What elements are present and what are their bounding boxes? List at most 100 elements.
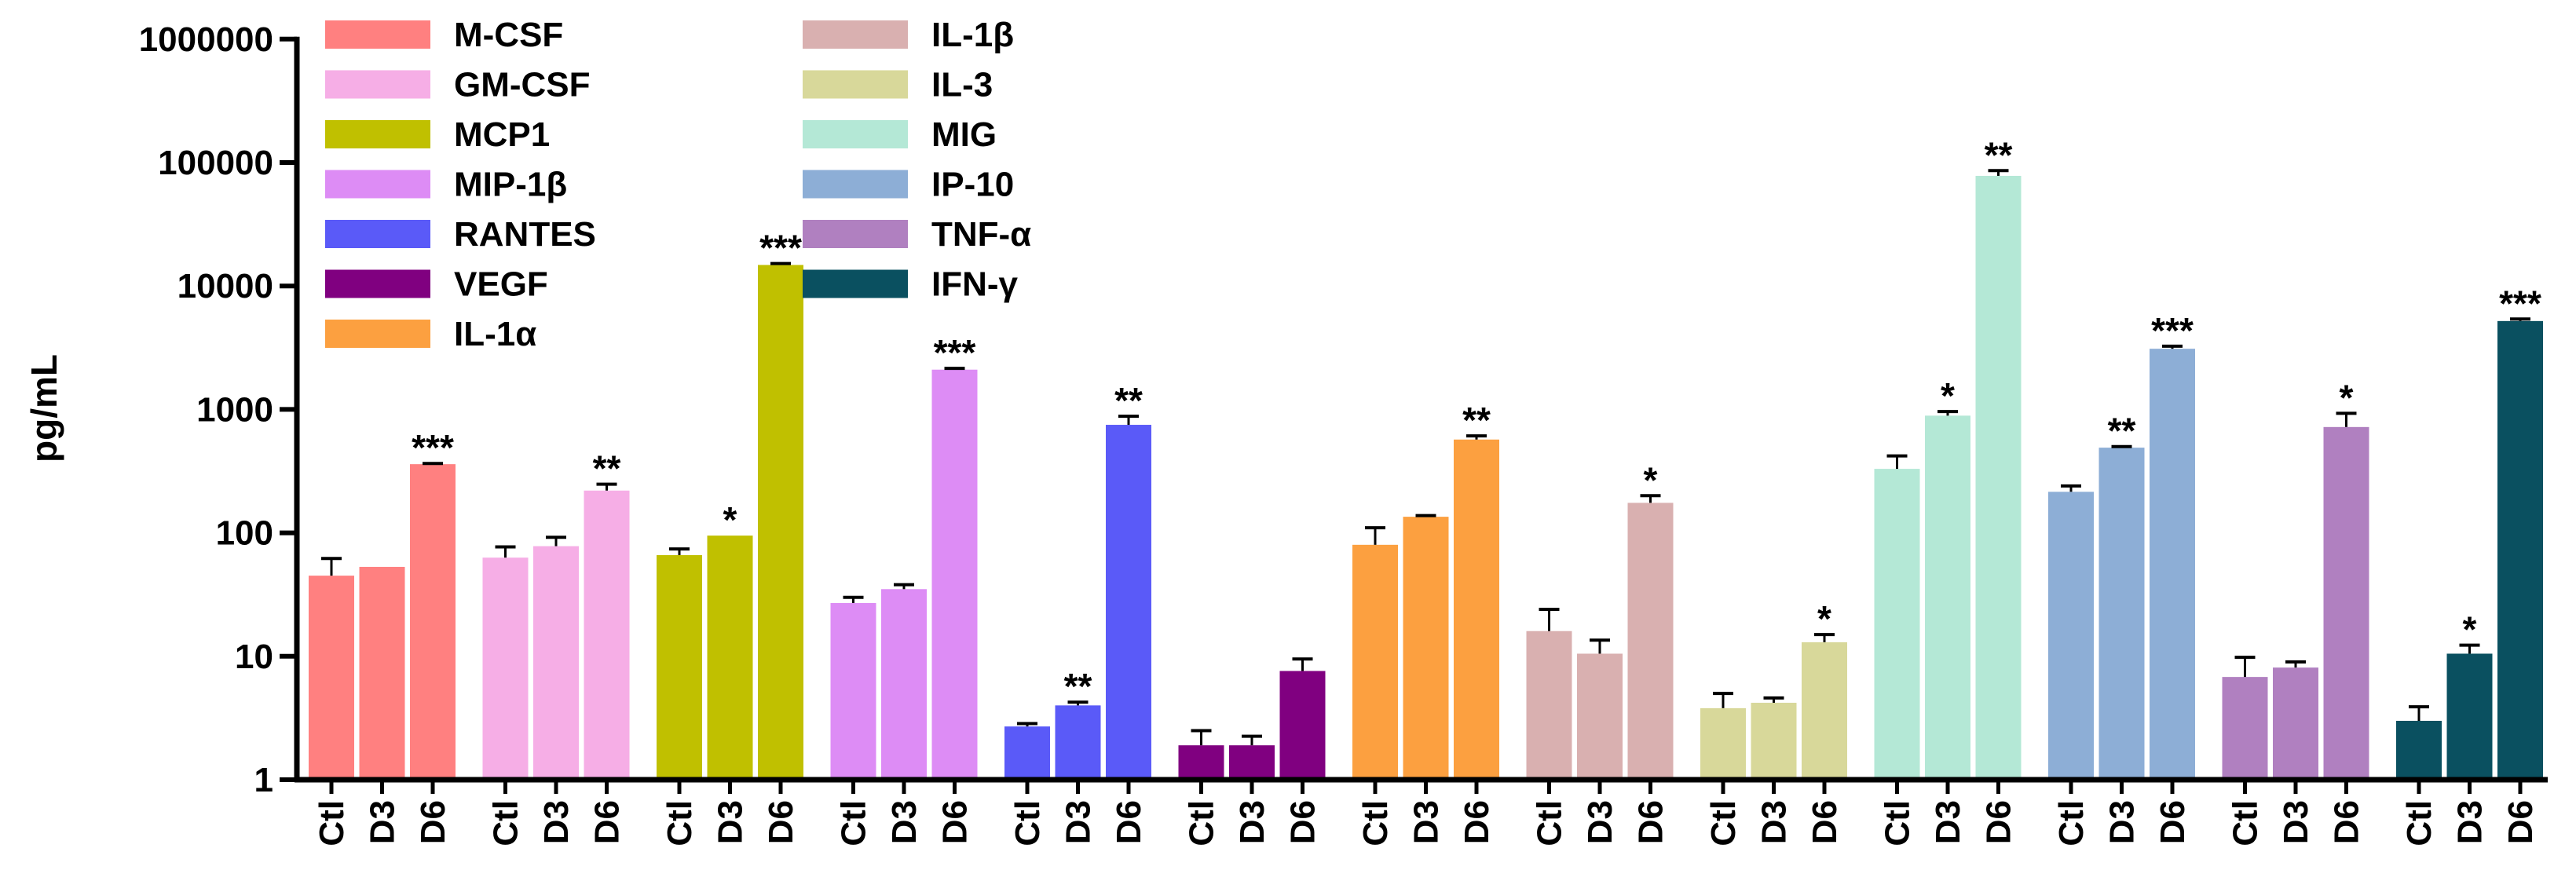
bar xyxy=(1403,517,1449,780)
legend-item: MIG xyxy=(803,115,997,154)
legend-swatch xyxy=(803,120,908,148)
x-tick-label: D3 xyxy=(1929,800,1967,844)
x-tick-label: D3 xyxy=(1581,800,1619,844)
bars-layer: **************** ***************** xyxy=(309,134,2543,780)
bar xyxy=(1526,631,1572,780)
legend-item: IP-10 xyxy=(803,166,1014,204)
legend-item: GM-CSF xyxy=(325,66,591,104)
significance-label: ** xyxy=(2108,411,2136,451)
legend-item: TNF-α xyxy=(803,215,1031,254)
bar-group-4: ** ** xyxy=(1004,380,1151,780)
significance-label: * xyxy=(1644,459,1658,500)
bar xyxy=(1004,726,1050,780)
legend-swatch xyxy=(803,220,908,248)
significance-label: ** xyxy=(1462,400,1491,441)
significance-label: ** xyxy=(1114,380,1143,421)
significance-label: *** xyxy=(412,427,454,468)
bar xyxy=(931,369,978,780)
bar-group-11: * xyxy=(2222,377,2369,780)
x-tick-label: D6 xyxy=(588,800,627,844)
y-tick-label: 100000 xyxy=(158,144,273,182)
bar xyxy=(1352,544,1398,780)
legend-item: IL-1β xyxy=(803,16,1014,54)
bar xyxy=(2396,720,2442,780)
significance-label: * xyxy=(723,499,737,540)
bar xyxy=(2222,677,2268,780)
bar xyxy=(657,554,702,780)
y-axis-label: pg/mL xyxy=(24,354,64,462)
bar xyxy=(533,546,579,780)
bar xyxy=(2273,667,2318,780)
bar-group-6: ** xyxy=(1352,400,1499,780)
x-tick-label: D3 xyxy=(2451,800,2490,844)
legend-label: MIP-1β xyxy=(454,166,567,204)
y-tick-label: 10000 xyxy=(177,267,273,305)
bar xyxy=(1106,425,1151,780)
x-tick-label: Ctl xyxy=(2400,800,2439,846)
bar xyxy=(2098,448,2145,780)
y-axis: 1 10 100 1000 10000 100000 1000000 xyxy=(139,20,300,799)
x-tick-label: Ctl xyxy=(1704,800,1743,846)
x-tick-label: D6 xyxy=(1458,800,1496,844)
legend-label: IFN-γ xyxy=(931,265,1019,304)
x-tick-label: D6 xyxy=(1980,800,2018,844)
significance-label: *** xyxy=(2499,283,2541,324)
bar-group-5 xyxy=(1178,657,1326,780)
y-tick-label: 1000000 xyxy=(139,20,273,59)
bar xyxy=(482,558,529,780)
bar xyxy=(410,464,456,780)
legend-label: GM-CSF xyxy=(454,66,591,104)
significance-label: * xyxy=(2340,377,2354,418)
x-tick-label: Ctl xyxy=(835,800,873,846)
legend-label: RANTES xyxy=(454,215,596,254)
x-axis: Ctl D3 D6 Ctl D3 D6 Ctl D3 D6 Ctl D3 D6 Ctl D3 D6 Ctl D3… xyxy=(295,777,2548,846)
legend-item: MCP1 xyxy=(325,115,550,154)
legend-label: VEGF xyxy=(454,265,548,304)
x-tick-label: D3 xyxy=(712,800,750,844)
legend-item: IFN-γ xyxy=(803,265,1019,304)
x-tick-label: D3 xyxy=(1407,800,1446,844)
legend-swatch xyxy=(803,70,908,99)
x-tick-label: Ctl xyxy=(1183,800,1221,846)
significance-label: *** xyxy=(2151,310,2194,351)
significance-label: * xyxy=(2463,609,2477,650)
x-tick-label: D6 xyxy=(414,800,452,844)
significance-label: ** xyxy=(1985,134,2013,175)
significance-label: ** xyxy=(1064,666,1092,707)
legend-label: MIG xyxy=(931,115,997,154)
bar xyxy=(1874,469,1920,780)
bar xyxy=(2323,426,2369,780)
bar-group-1: ** xyxy=(482,448,630,780)
y-tick-label: 1000 xyxy=(196,390,273,429)
x-tick-label: Ctl xyxy=(660,800,699,846)
legend-item: VEGF xyxy=(325,265,548,304)
x-tick-label: D3 xyxy=(2277,800,2315,844)
legend-label: IL-1α xyxy=(454,315,536,353)
legend-label: IL-1β xyxy=(931,16,1014,54)
x-tick-label: Ctl xyxy=(487,800,525,846)
y-tick-label: 100 xyxy=(216,514,273,553)
legend: M-CSF GM-CSF MCP1 MIP-1β RANTES VEGF IL-1α IL-1… xyxy=(325,16,1031,353)
legend-swatch xyxy=(325,320,430,348)
bar xyxy=(2150,349,2195,780)
x-tick-label: D6 xyxy=(2501,800,2540,844)
x-tick-label: D6 xyxy=(1284,800,1323,844)
significance-label: * xyxy=(1817,598,1831,639)
bar xyxy=(1802,642,1847,780)
y-tick-label: 10 xyxy=(235,638,273,676)
bar-group-9: *** xyxy=(1874,134,2022,780)
bar xyxy=(2497,320,2543,780)
x-tick-label: D3 xyxy=(2103,800,2142,844)
bar xyxy=(584,490,630,780)
x-tick-label: D6 xyxy=(1806,800,1844,844)
x-tick-label: D6 xyxy=(2153,800,2192,844)
x-tick-label: Ctl xyxy=(1356,800,1395,846)
bar-group-12: **** xyxy=(2396,283,2543,780)
bar xyxy=(359,566,405,780)
x-tick-label: Ctl xyxy=(1008,800,1047,846)
legend-swatch xyxy=(803,269,908,298)
x-tick-label: D6 xyxy=(1110,800,1148,844)
x-tick-label: Ctl xyxy=(1879,800,1917,846)
bar xyxy=(1925,415,1970,780)
